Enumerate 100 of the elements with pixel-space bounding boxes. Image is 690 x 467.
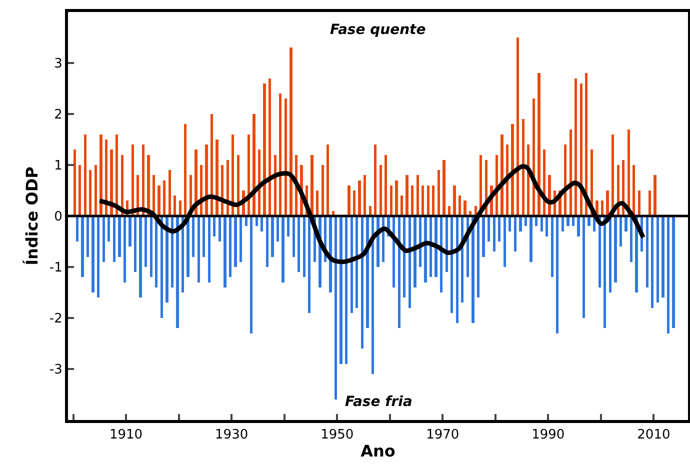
bar: [390, 185, 393, 216]
bar: [97, 216, 100, 298]
bar: [197, 216, 200, 282]
bar: [279, 94, 282, 216]
bar: [384, 154, 388, 216]
bar: [646, 216, 648, 288]
x-axis-title: Ano: [360, 441, 396, 460]
bar: [118, 216, 121, 257]
bar: [503, 216, 506, 267]
bar: [514, 216, 517, 252]
bar: [464, 200, 466, 216]
bar: [458, 196, 462, 216]
bar: [250, 216, 253, 334]
x-tick-label: 1950: [320, 428, 354, 443]
bar: [538, 73, 540, 216]
x-tick-label: 1970: [426, 428, 460, 443]
bar: [424, 216, 427, 282]
x-tick-label: 1930: [215, 428, 248, 443]
bar: [574, 78, 578, 216]
bar: [224, 216, 226, 288]
bar: [550, 216, 554, 278]
bar: [176, 216, 179, 328]
y-tick-label: 3: [54, 56, 62, 72]
bar: [100, 134, 102, 216]
bar: [302, 216, 306, 278]
bar: [360, 216, 364, 349]
y-tick-label: -1: [49, 260, 62, 276]
bar: [216, 140, 218, 216]
bar: [321, 165, 324, 216]
bar: [666, 216, 670, 334]
bar: [271, 216, 274, 257]
bar: [276, 216, 280, 242]
bar: [234, 216, 237, 267]
x-tick-label: 1910: [109, 428, 143, 443]
bar: [73, 150, 76, 216]
bar: [202, 216, 206, 257]
y-tick-label: -3: [49, 362, 62, 378]
bar: [363, 175, 366, 216]
bar: [672, 216, 675, 328]
bar: [168, 170, 171, 216]
y-tick-label: 0: [54, 210, 62, 225]
y-tick-label: -2: [49, 312, 62, 327]
bar: [410, 185, 414, 216]
bar: [414, 216, 416, 288]
bar: [252, 114, 256, 216]
bar: [614, 216, 617, 282]
bar: [94, 165, 98, 216]
bar: [379, 165, 382, 216]
bar: [78, 165, 82, 216]
bar: [89, 170, 92, 216]
bar: [334, 216, 338, 400]
bar: [482, 216, 485, 257]
bar: [619, 216, 622, 247]
bar: [606, 190, 609, 216]
bar: [632, 165, 636, 216]
bar: [166, 216, 168, 303]
bar: [308, 216, 311, 313]
bar: [422, 185, 424, 216]
y-tick-label: 1: [54, 158, 62, 174]
bar: [453, 185, 456, 216]
bar: [266, 216, 269, 267]
bar: [192, 216, 195, 257]
bar: [556, 216, 559, 334]
bar: [345, 216, 348, 364]
bar: [84, 134, 86, 216]
bar: [162, 180, 166, 216]
bar: [624, 216, 628, 232]
bar: [228, 216, 232, 278]
y-tick-label: 2: [54, 108, 62, 123]
x-tick-label: 2010: [637, 428, 670, 443]
bar: [326, 144, 330, 216]
bar: [442, 160, 446, 216]
bar: [582, 216, 586, 318]
y-axis-title: Índice ODP: [22, 166, 42, 266]
bar: [210, 114, 214, 216]
bar: [290, 48, 292, 216]
bar: [110, 150, 113, 216]
bar: [102, 216, 105, 262]
bar: [134, 216, 137, 272]
bar: [651, 216, 654, 308]
bar: [348, 185, 350, 216]
bar: [492, 216, 496, 252]
bar: [530, 216, 532, 262]
bar: [292, 216, 295, 257]
bar: [648, 190, 652, 216]
bar: [500, 134, 504, 216]
bar: [654, 175, 656, 216]
bar: [81, 216, 84, 278]
bar: [92, 216, 94, 292]
bar: [239, 216, 242, 262]
bar: [298, 216, 300, 272]
bar: [662, 216, 664, 298]
bar: [437, 170, 440, 216]
bar: [400, 196, 404, 216]
bar: [123, 216, 126, 282]
bar: [638, 190, 641, 216]
bar: [519, 216, 522, 232]
bar: [208, 216, 210, 282]
bar: [86, 216, 90, 257]
bar: [352, 190, 356, 216]
